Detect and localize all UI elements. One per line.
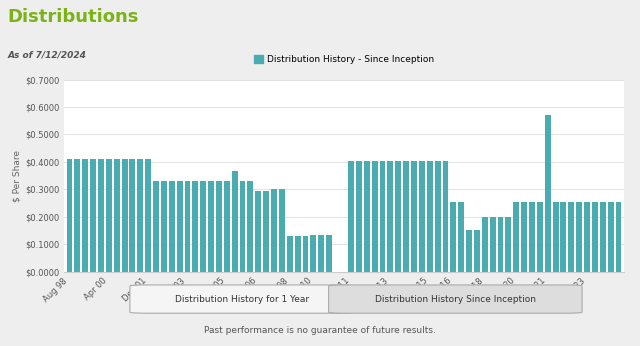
Bar: [74, 159, 81, 272]
Text: Past performance is no guarantee of future results.: Past performance is no guarantee of futu…: [204, 326, 436, 335]
Bar: [561, 202, 566, 272]
Bar: [513, 202, 519, 272]
Bar: [161, 181, 167, 272]
Bar: [435, 161, 440, 272]
Text: Distribution History Since Inception: Distribution History Since Inception: [375, 294, 536, 303]
Bar: [592, 202, 598, 272]
Bar: [356, 161, 362, 272]
Bar: [184, 181, 191, 272]
Bar: [224, 181, 230, 272]
Bar: [380, 161, 385, 272]
FancyBboxPatch shape: [329, 285, 582, 313]
Bar: [458, 202, 464, 272]
Text: As of 7/12/2024: As of 7/12/2024: [8, 50, 86, 59]
Bar: [294, 236, 301, 272]
Bar: [506, 217, 511, 272]
Bar: [427, 161, 433, 272]
Bar: [568, 202, 574, 272]
Bar: [310, 235, 316, 272]
Bar: [138, 159, 143, 272]
Bar: [200, 181, 206, 272]
Text: Distribution History for 1 Year: Distribution History for 1 Year: [175, 294, 309, 303]
Bar: [248, 181, 253, 272]
Bar: [83, 159, 88, 272]
Bar: [271, 189, 277, 272]
Bar: [263, 191, 269, 272]
Legend: Distribution History - Since Inception: Distribution History - Since Inception: [250, 52, 438, 68]
Bar: [364, 161, 370, 272]
Bar: [529, 202, 535, 272]
Bar: [616, 202, 621, 272]
Bar: [451, 202, 456, 272]
Bar: [208, 181, 214, 272]
Bar: [490, 217, 495, 272]
Bar: [145, 159, 151, 272]
Bar: [576, 202, 582, 272]
Bar: [466, 230, 472, 272]
FancyBboxPatch shape: [130, 285, 355, 313]
Bar: [318, 235, 324, 272]
Bar: [232, 172, 237, 272]
Bar: [279, 189, 285, 272]
Bar: [122, 159, 127, 272]
Bar: [419, 161, 425, 272]
Bar: [239, 181, 246, 272]
Bar: [348, 161, 354, 272]
Bar: [474, 230, 480, 272]
Bar: [482, 217, 488, 272]
Bar: [216, 181, 222, 272]
Bar: [552, 202, 559, 272]
Bar: [396, 161, 401, 272]
Bar: [255, 191, 261, 272]
Bar: [129, 159, 136, 272]
Bar: [411, 161, 417, 272]
Bar: [497, 217, 504, 272]
Bar: [106, 159, 112, 272]
Bar: [607, 202, 614, 272]
Bar: [90, 159, 96, 272]
Bar: [584, 202, 590, 272]
Bar: [98, 159, 104, 272]
Bar: [521, 202, 527, 272]
Bar: [177, 181, 182, 272]
Bar: [153, 181, 159, 272]
Bar: [442, 161, 449, 272]
Bar: [326, 235, 332, 272]
Bar: [303, 236, 308, 272]
Bar: [403, 161, 409, 272]
Bar: [600, 202, 605, 272]
Bar: [545, 115, 550, 272]
Text: Distributions: Distributions: [8, 8, 139, 26]
Bar: [193, 181, 198, 272]
Bar: [387, 161, 394, 272]
Bar: [287, 236, 292, 272]
Y-axis label: $ Per Share: $ Per Share: [13, 149, 22, 202]
Bar: [169, 181, 175, 272]
Bar: [67, 159, 72, 272]
Bar: [372, 161, 378, 272]
Bar: [114, 159, 120, 272]
Bar: [537, 202, 543, 272]
